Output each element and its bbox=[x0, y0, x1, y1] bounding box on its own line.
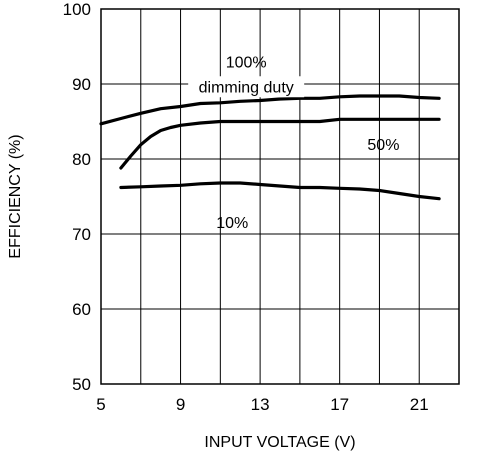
x-tick-label: 13 bbox=[251, 395, 270, 414]
annotation-label: 100% bbox=[226, 55, 267, 72]
series-line-0 bbox=[99, 94, 441, 126]
annotation-background bbox=[188, 76, 305, 98]
x-tick-label: 21 bbox=[410, 395, 429, 414]
y-tick-label: 70 bbox=[72, 225, 91, 244]
series-line-2 bbox=[119, 181, 441, 201]
x-axis-label: INPUT VOLTAGE (V) bbox=[204, 434, 355, 451]
tick-labels: 5 9 13 17 21 50 60 70 80 90 100 bbox=[63, 0, 429, 414]
x-tick-label: 17 bbox=[330, 395, 349, 414]
series-line-1 bbox=[119, 117, 441, 170]
y-axis-label: EFFICIENCY (%) bbox=[7, 134, 24, 258]
x-tick-label: 5 bbox=[96, 395, 105, 414]
y-tick-label: 100 bbox=[63, 0, 91, 19]
annotations: 100% dimming duty 50% 10% bbox=[188, 55, 399, 232]
plot-frame bbox=[100, 8, 460, 385]
y-tick-label: 90 bbox=[72, 75, 91, 94]
y-tick-label: 50 bbox=[72, 375, 91, 394]
annotation-label: 10% bbox=[216, 215, 248, 232]
y-tick-label: 60 bbox=[72, 300, 91, 319]
grid-lines bbox=[101, 9, 459, 384]
series-lines bbox=[99, 94, 441, 201]
y-tick-label: 80 bbox=[72, 150, 91, 169]
annotation-label: 50% bbox=[367, 137, 399, 154]
x-tick-label: 9 bbox=[176, 395, 185, 414]
annotation-label: dimming duty bbox=[199, 79, 294, 96]
